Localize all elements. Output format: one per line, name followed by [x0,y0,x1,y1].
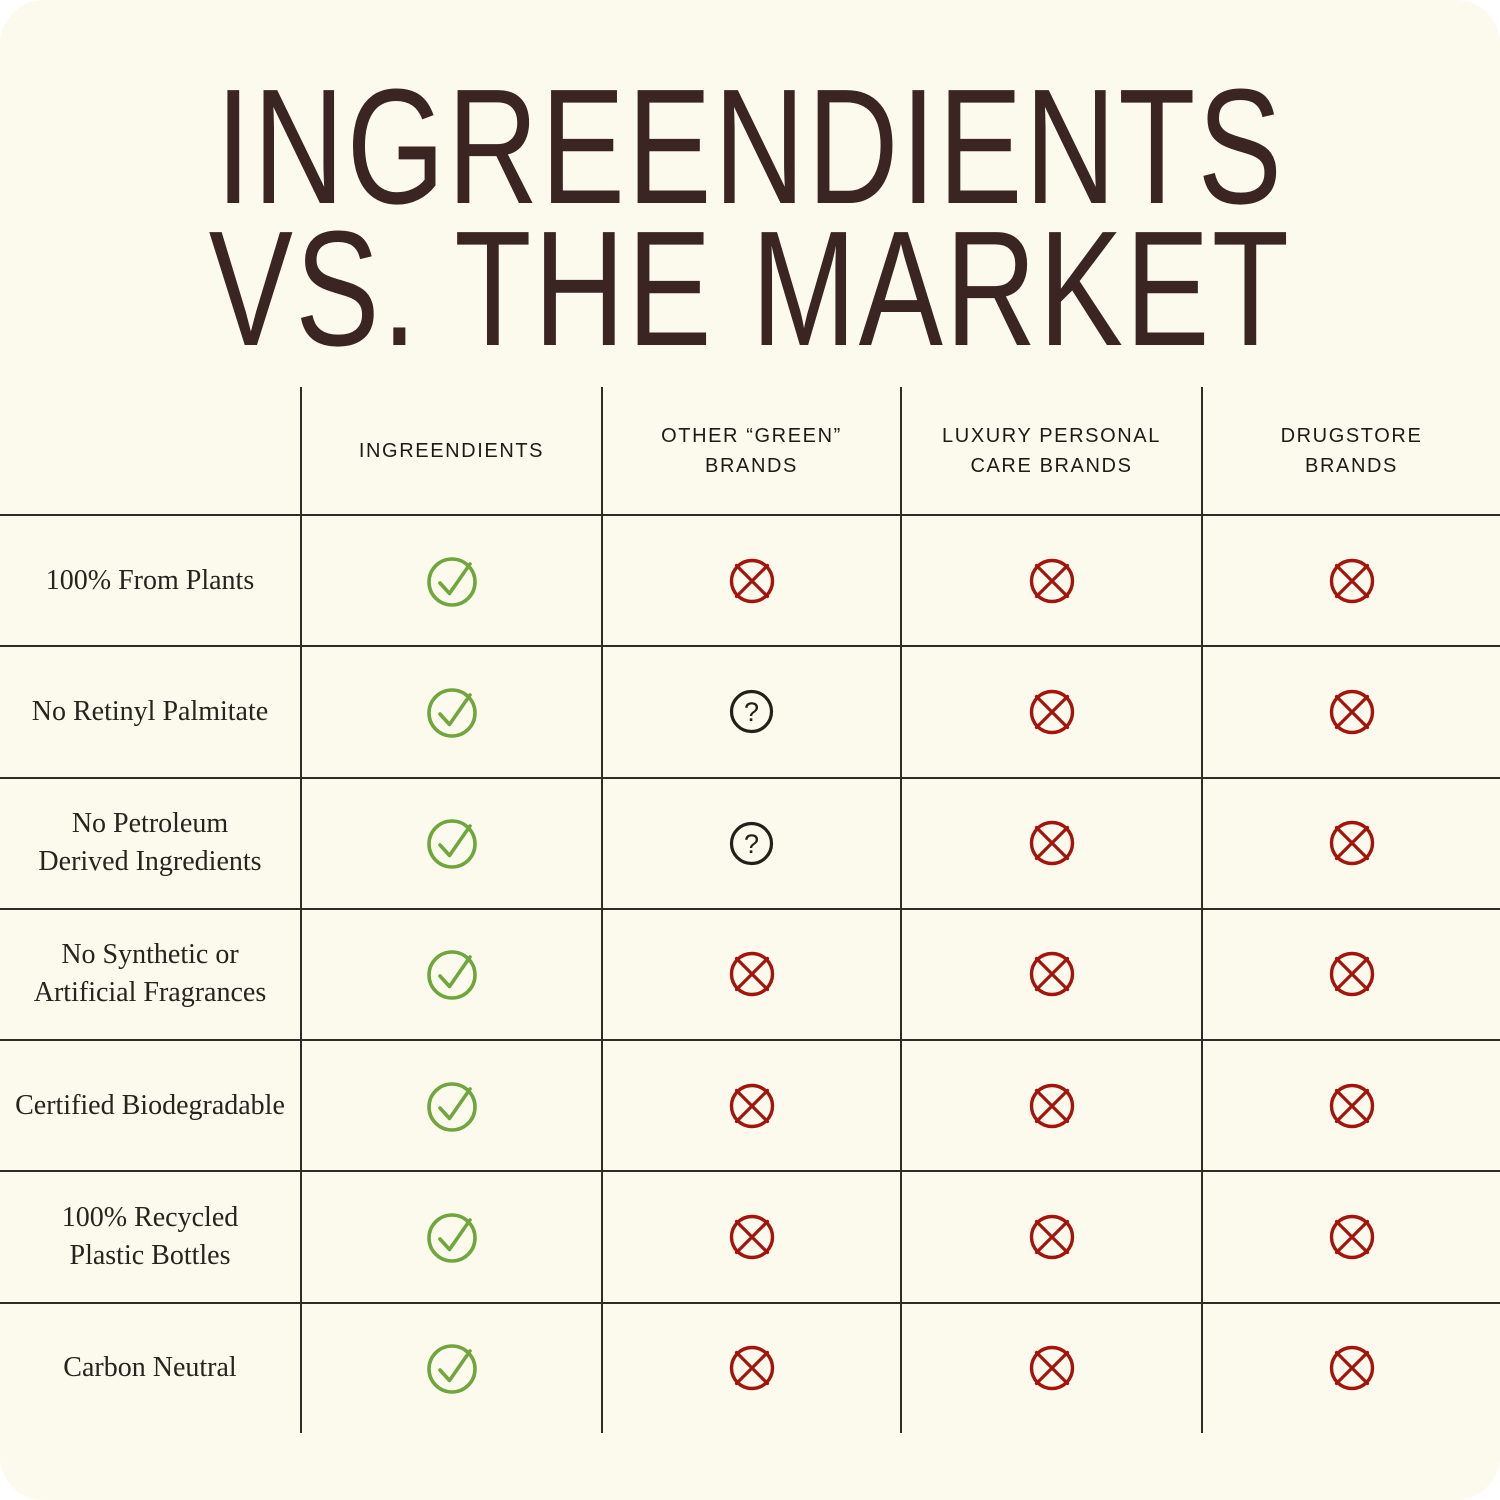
status-cell [300,514,601,646]
column-header-1: INGREENDIENTS [300,387,601,514]
x-circle-icon [729,558,774,603]
column-header-label: OTHER “GREEN” BRANDS [661,424,842,477]
x-circle-icon [729,952,774,997]
feature-label: Carbon Neutral [63,1352,237,1384]
check-circle-icon [426,556,477,607]
svg-text:?: ? [744,697,759,727]
check-circle-icon [426,950,477,1001]
column-header-label: DRUGSTORE BRANDS [1280,424,1423,477]
feature-label-cell: 100% Recycled Plastic Bottles [0,1170,300,1301]
page-title: INGREENDIENTS VS. THE MARKET [173,65,1328,371]
status-cell [900,907,1201,1040]
x-circle-icon [1329,1346,1374,1391]
svg-text:?: ? [744,829,759,859]
x-circle-icon [1329,689,1374,735]
status-cell [900,645,1201,777]
x-circle-icon [1329,952,1374,997]
status-cell [300,1039,601,1171]
x-circle-icon [729,1346,774,1391]
status-cell [601,907,900,1040]
status-cell [601,1170,900,1302]
status-cell [1201,1170,1500,1302]
feature-label-cell: Certified Biodegradable [0,1039,300,1170]
status-cell [1201,1039,1500,1171]
corner-cell [0,387,300,514]
title-line-2: VS. THE MARKET [208,197,1292,380]
title-line-1: INGREENDIENTS [215,55,1285,238]
feature-label-cell: No Retinyl Palmitate [0,645,300,776]
feature-label: No Petroleum Derived Ingredients [38,808,262,878]
column-header-label: LUXURY PERSONAL CARE BRANDS [942,424,1161,477]
status-cell [300,776,601,908]
status-cell [900,1170,1201,1302]
check-circle-icon [426,688,477,738]
status-cell [1201,776,1500,908]
status-cell [300,1170,601,1302]
feature-label-cell: 100% From Plants [0,514,300,645]
status-cell [300,1301,601,1433]
status-cell [900,776,1201,908]
x-circle-icon [1329,1083,1374,1128]
column-header-2: OTHER “GREEN” BRANDS [601,387,900,514]
x-circle-icon [1329,558,1374,603]
check-circle-icon [426,1213,477,1263]
feature-label-cell: Carbon Neutral [0,1301,300,1433]
status-cell [300,645,601,777]
column-header-4: DRUGSTORE BRANDS [1201,387,1500,514]
x-circle-icon [729,1083,774,1128]
x-circle-icon [1329,1214,1374,1260]
x-circle-icon [1029,558,1074,603]
status-cell [1201,645,1500,777]
status-cell [300,907,601,1040]
column-header-label: INGREENDIENTS [358,439,545,462]
x-circle-icon [1329,821,1374,866]
status-cell [1201,514,1500,646]
status-cell [601,1301,900,1433]
comparison-table: INGREENDIENTS OTHER “GREEN” BRANDS LUXURY … [0,387,1500,1433]
check-circle-icon [426,819,477,870]
status-cell [900,1301,1201,1433]
status-cell [900,1039,1201,1171]
feature-label-cell: No Synthetic or Artificial Fragrances [0,907,300,1039]
feature-label: No Synthetic or Artificial Fragrances [33,939,267,1009]
feature-label-cell: No Petroleum Derived Ingredients [0,776,300,908]
column-header-3: LUXURY PERSONAL CARE BRANDS [900,387,1201,514]
status-cell: ? [601,645,900,777]
x-circle-icon [1029,952,1074,997]
feature-label: 100% Recycled Plastic Bottles [61,1202,239,1272]
check-circle-icon [426,1081,477,1132]
feature-label: Certified Biodegradable [15,1089,285,1121]
x-circle-icon [1029,689,1074,735]
status-cell [1201,1301,1500,1433]
x-circle-icon [1029,821,1074,866]
question-circle-icon: ? [729,690,774,734]
status-cell [900,514,1201,646]
feature-label: 100% From Plants [45,564,255,596]
status-cell [601,514,900,646]
status-cell [601,1039,900,1171]
feature-label: No Retinyl Palmitate [31,695,269,727]
check-circle-icon [426,1344,477,1395]
x-circle-icon [1029,1346,1074,1391]
question-circle-icon: ? [729,821,774,865]
x-circle-icon [729,1214,774,1260]
status-cell: ? [601,776,900,908]
x-circle-icon [1029,1214,1074,1260]
status-cell [1201,907,1500,1040]
x-circle-icon [1029,1083,1074,1128]
